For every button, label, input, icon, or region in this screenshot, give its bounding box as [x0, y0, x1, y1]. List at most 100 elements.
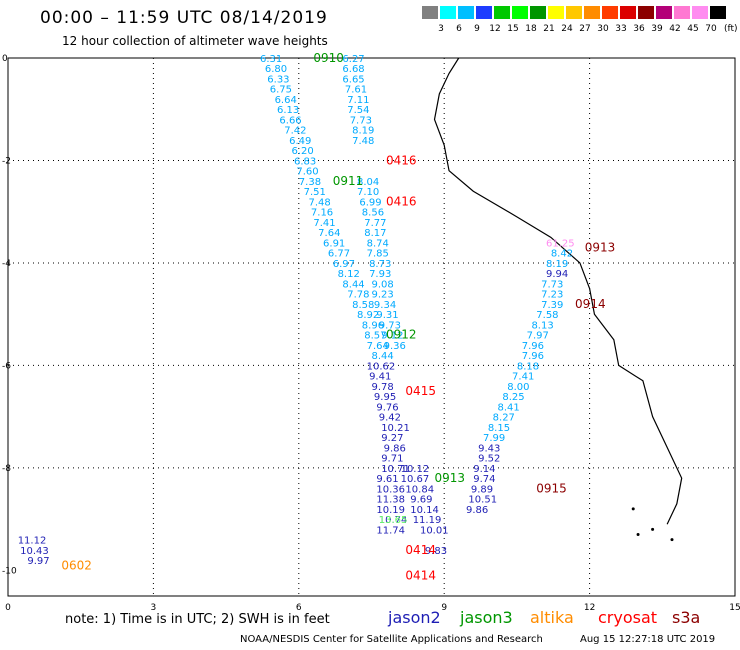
wave-height-label: 8.19	[352, 126, 374, 137]
wave-height-label: 8.25	[502, 392, 524, 403]
footer-credit: NOAA/NESDIS Center for Satellite Applica…	[240, 634, 543, 645]
wave-height-label: 8.42	[551, 249, 573, 260]
wave-height-label: 6.91	[323, 238, 345, 249]
legend-item-jason2: jason2	[388, 608, 441, 627]
wave-height-label: 8.96	[362, 320, 384, 331]
y-tick-label: -10	[2, 566, 17, 576]
wave-height-label: 9.36	[384, 341, 406, 352]
wave-height-label: 9.94	[546, 269, 568, 280]
wave-height-label: 8.73	[369, 259, 391, 270]
track-time-label: 0912	[386, 328, 417, 342]
island-marker	[631, 507, 635, 511]
wave-height-label: 7.64	[318, 228, 340, 239]
wave-height-label: 7.96	[522, 351, 544, 362]
track-time-label: 0910	[313, 51, 344, 65]
x-tick-label: 15	[729, 603, 740, 613]
wave-height-label: 8.00	[507, 382, 529, 393]
color-swatch	[620, 6, 636, 19]
wave-height-label: 8.56	[362, 208, 384, 219]
wave-height-label: 7.78	[347, 290, 369, 301]
wave-height-label: 8.27	[493, 413, 515, 424]
color-swatch	[638, 6, 654, 19]
wave-height-label: 8.57	[364, 331, 386, 342]
wave-height-label: 61.25	[546, 238, 575, 249]
wave-height-label: 6.31	[260, 54, 282, 65]
wave-height-label: 8.44	[372, 351, 394, 362]
wave-height-label: 8.74	[367, 238, 389, 249]
x-tick-label: 3	[151, 603, 157, 613]
wave-height-label: 8.15	[488, 423, 510, 434]
wave-height-label: 10.71	[381, 464, 410, 475]
color-swatch	[530, 6, 546, 19]
color-scale-label: 3	[438, 24, 444, 34]
wave-height-label: 7.41	[512, 372, 534, 383]
wave-height-label: 7.93	[369, 269, 391, 280]
wave-height-label: 7.54	[347, 105, 369, 116]
wave-height-label: 9.61	[376, 474, 398, 485]
wave-height-label: 8.44	[342, 279, 364, 290]
color-scale-label: 39	[651, 24, 663, 34]
coastline	[433, 57, 683, 525]
legend-item-jason3: jason3	[460, 608, 513, 627]
wave-height-label: 10.21	[381, 423, 410, 434]
x-tick-label: 9	[441, 603, 447, 613]
track-time-label: 0415	[405, 384, 436, 398]
wave-height-label: 7.64	[367, 341, 389, 352]
wave-height-label: 9.27	[381, 433, 403, 444]
color-swatch	[458, 6, 474, 19]
wave-height-label: 9.86	[466, 505, 488, 516]
color-scale-label: 30	[597, 24, 609, 34]
wave-height-label: 10.12	[401, 464, 430, 475]
wave-height-label: 9.89	[471, 484, 493, 495]
wave-height-label: 10.36	[376, 484, 405, 495]
wave-height-label: 8.92	[357, 310, 379, 321]
wave-height-label: 9.41	[369, 372, 391, 383]
wave-height-label: 7.48	[352, 136, 374, 147]
color-swatch	[476, 6, 492, 19]
color-swatch	[512, 6, 528, 19]
wave-height-label: 9.95	[374, 392, 396, 403]
wave-height-label: 6.77	[328, 249, 350, 260]
wave-height-label: 11.38	[376, 495, 405, 506]
wave-height-label: 7.42	[284, 126, 306, 137]
y-tick-label: -6	[2, 361, 11, 371]
wave-height-label: 10.62	[367, 361, 396, 372]
wave-height-label: 8.13	[531, 320, 553, 331]
wave-height-label: 9.86	[384, 443, 406, 454]
color-scale-label: 24	[561, 24, 573, 34]
track-time-label: 0602	[61, 558, 92, 572]
color-swatch	[584, 6, 600, 19]
track-time-label: 0913	[435, 471, 466, 485]
wave-height-label: 6.33	[267, 74, 289, 85]
wave-height-label: 9.71	[381, 454, 403, 465]
y-tick-label: -2	[2, 156, 11, 166]
page-title: 00:00 – 11:59 UTC 08/14/2019	[40, 8, 328, 28]
color-scale-label: 18	[525, 24, 537, 34]
wave-height-label: 8.18	[517, 361, 539, 372]
wave-height-label: 9.12	[381, 331, 403, 342]
wave-height-label: 8.17	[364, 228, 386, 239]
wave-height-label: 8.41	[498, 402, 520, 413]
wave-height-label: 10.01	[420, 525, 449, 536]
wave-height-label: 8.19	[546, 259, 568, 270]
note-text: note: 1) Time is in UTC; 2) SWH is in fe…	[65, 612, 330, 627]
wave-height-label: 9.97	[27, 556, 49, 567]
color-swatch	[602, 6, 618, 19]
color-swatch	[494, 6, 510, 19]
wave-height-label: 6.49	[289, 136, 311, 147]
wave-height-label: 6.80	[265, 64, 287, 75]
x-tick-label: 12	[584, 603, 595, 613]
wave-height-label: 7.60	[296, 167, 318, 178]
wave-height-label: 6.99	[359, 197, 381, 208]
color-scale-label: 6	[456, 24, 462, 34]
color-scale-label: 36	[633, 24, 645, 34]
wave-height-label: 7.73	[541, 279, 563, 290]
wave-height-label: 6.20	[292, 146, 314, 157]
wave-height-label: 6.64	[275, 95, 297, 106]
wave-height-label: 9.74	[473, 474, 495, 485]
wave-height-label: 7.85	[367, 249, 389, 260]
track-time-label: 0414	[405, 569, 436, 583]
island-marker	[670, 538, 674, 542]
wave-height-label: 9.73	[379, 320, 401, 331]
wave-height-label: 6.13	[277, 105, 299, 116]
